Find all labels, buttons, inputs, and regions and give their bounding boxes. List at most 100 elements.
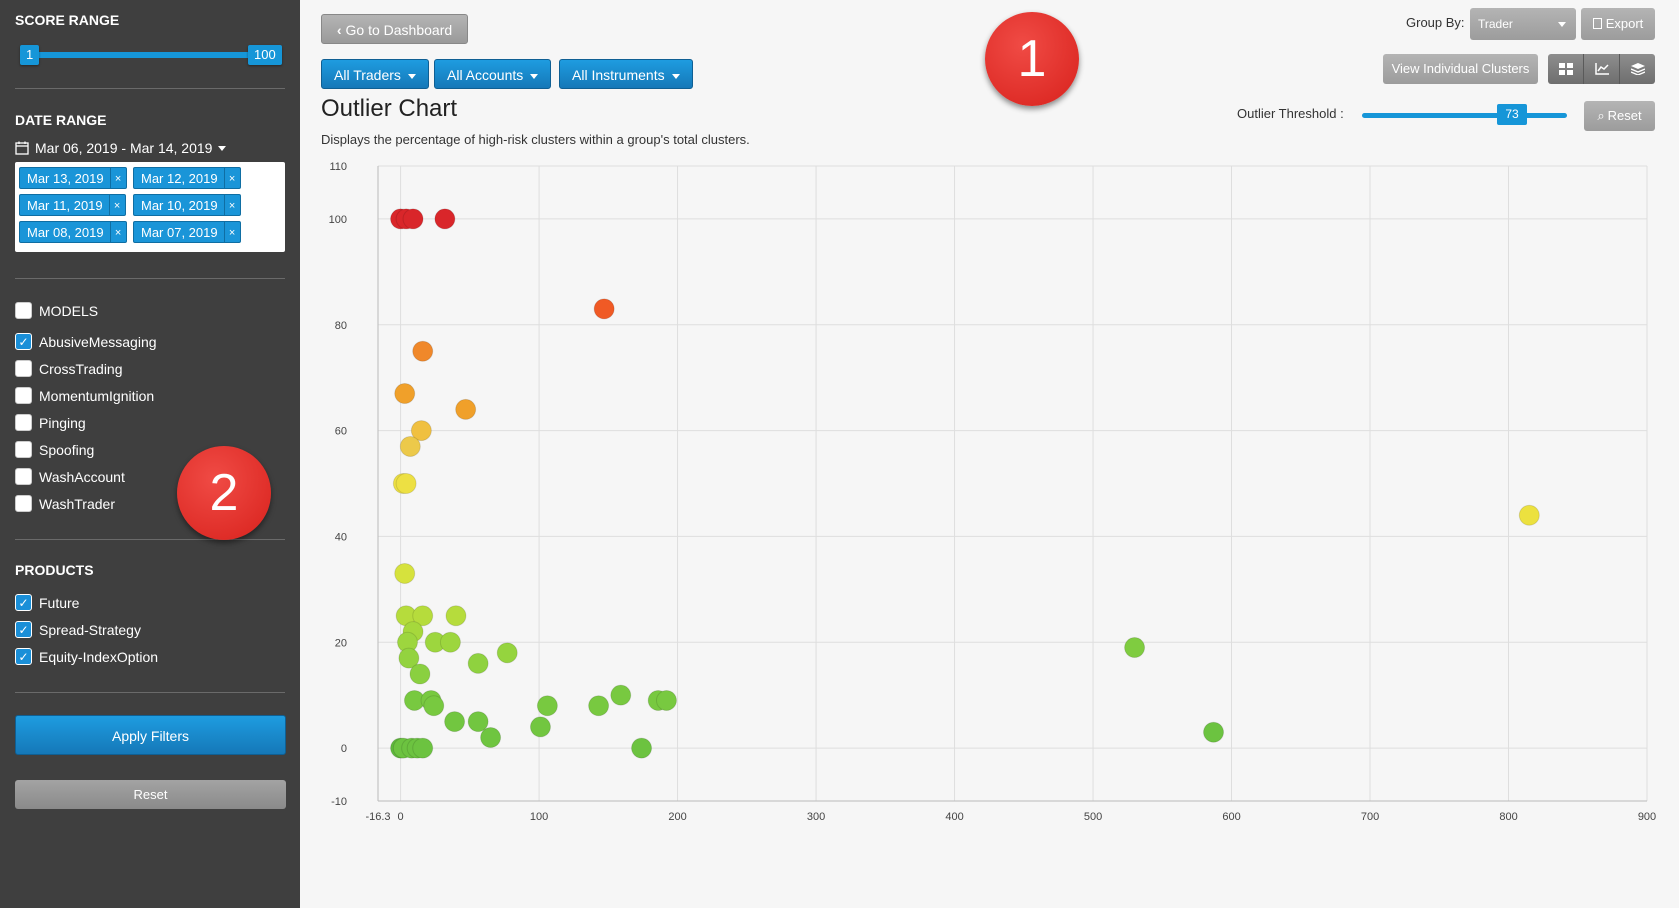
x-tick-label: 500 bbox=[1084, 811, 1102, 823]
view-individual-clusters-button[interactable]: View Individual Clusters bbox=[1383, 54, 1538, 84]
data-point[interactable] bbox=[1518, 504, 1540, 526]
data-point[interactable] bbox=[467, 711, 489, 733]
remove-date-icon[interactable]: × bbox=[223, 195, 240, 215]
checkbox-checked[interactable]: ✓ bbox=[15, 594, 32, 611]
data-point[interactable] bbox=[588, 695, 610, 717]
score-range-max-handle[interactable]: 100 bbox=[248, 45, 282, 65]
traders-dropdown[interactable]: All Traders bbox=[321, 59, 429, 89]
remove-date-icon[interactable]: × bbox=[223, 168, 240, 188]
caret-down-icon bbox=[671, 73, 680, 79]
instruments-dropdown[interactable]: All Instruments bbox=[559, 59, 693, 89]
date-range-picker[interactable]: Mar 06, 2019 - Mar 14, 2019 bbox=[15, 140, 227, 156]
data-point[interactable] bbox=[631, 737, 653, 759]
accounts-dropdown[interactable]: All Accounts bbox=[434, 59, 552, 89]
date-range-title: DATE RANGE bbox=[15, 112, 107, 128]
data-point[interactable] bbox=[655, 689, 677, 711]
chevron-down-icon bbox=[218, 145, 227, 151]
x-tick-label: 900 bbox=[1638, 811, 1656, 823]
checkbox[interactable] bbox=[15, 495, 32, 512]
checkbox[interactable] bbox=[15, 302, 32, 319]
data-point[interactable] bbox=[529, 716, 551, 738]
product-option[interactable]: ✓ Equity-IndexOption bbox=[15, 648, 158, 665]
chart-view-button[interactable] bbox=[1584, 54, 1620, 84]
score-range-min-handle[interactable]: 1 bbox=[20, 45, 40, 65]
model-option[interactable]: MomentumIgnition bbox=[15, 387, 154, 404]
data-point[interactable] bbox=[496, 642, 518, 664]
checkbox[interactable] bbox=[15, 387, 32, 404]
export-button[interactable]: Export bbox=[1581, 8, 1655, 40]
apply-filters-button[interactable]: Apply Filters bbox=[15, 715, 286, 755]
models-select-all[interactable]: MODELS bbox=[15, 302, 98, 319]
model-option[interactable]: Pinging bbox=[15, 414, 86, 431]
remove-date-icon[interactable]: × bbox=[109, 168, 126, 188]
y-tick-label: 0 bbox=[341, 743, 347, 755]
selected-dates-box[interactable]: Mar 13, 2019 × Mar 12, 2019 × Mar 11, 2019… bbox=[15, 162, 285, 252]
model-option[interactable]: CrossTrading bbox=[15, 360, 123, 377]
outlier-threshold-label: Outlier Threshold : bbox=[1237, 106, 1344, 121]
outlier-scatter-chart[interactable]: -16.3 0 100 200 300 400 500 600 700 800 900 -10 0 20 4… bbox=[300, 150, 1679, 850]
divider bbox=[15, 88, 285, 89]
file-icon bbox=[1592, 18, 1602, 29]
model-option[interactable]: Spoofing bbox=[15, 441, 94, 458]
data-point[interactable] bbox=[1124, 637, 1146, 659]
data-point[interactable] bbox=[398, 647, 420, 669]
data-point[interactable] bbox=[423, 695, 445, 717]
outlier-threshold-handle[interactable]: 73 bbox=[1497, 104, 1527, 125]
data-point[interactable] bbox=[1203, 721, 1225, 743]
data-point[interactable] bbox=[412, 737, 434, 759]
reset-filters-button[interactable]: Reset bbox=[15, 780, 286, 809]
data-point[interactable] bbox=[593, 298, 615, 320]
checkbox-checked[interactable]: ✓ bbox=[15, 333, 32, 350]
data-point[interactable] bbox=[467, 652, 489, 674]
score-range-slider[interactable] bbox=[22, 52, 278, 58]
model-option[interactable]: WashAccount bbox=[15, 468, 125, 485]
remove-date-icon[interactable]: × bbox=[223, 222, 240, 242]
data-point[interactable] bbox=[394, 562, 416, 584]
group-by-select[interactable]: Trader bbox=[1470, 8, 1576, 40]
data-point[interactable] bbox=[412, 340, 434, 362]
view-toggle-group bbox=[1548, 54, 1655, 84]
callout-badge-2: 2 bbox=[177, 446, 271, 540]
remove-date-icon[interactable]: × bbox=[109, 222, 126, 242]
model-option[interactable]: ✓ AbusiveMessaging bbox=[15, 333, 157, 350]
checkbox-checked[interactable]: ✓ bbox=[15, 621, 32, 638]
go-to-dashboard-button[interactable]: ‹ Go to Dashboard bbox=[321, 14, 468, 44]
data-point[interactable] bbox=[455, 398, 477, 420]
threshold-reset-button[interactable]: ⌕ Reset bbox=[1584, 101, 1655, 131]
divider bbox=[15, 278, 285, 279]
data-point[interactable] bbox=[444, 711, 466, 733]
data-point[interactable] bbox=[412, 605, 434, 627]
caret-down-icon bbox=[530, 73, 539, 79]
data-point[interactable] bbox=[402, 208, 424, 230]
date-tag: Mar 08, 2019 × bbox=[19, 221, 127, 243]
divider bbox=[15, 692, 285, 693]
checkbox[interactable] bbox=[15, 441, 32, 458]
grid-view-button[interactable] bbox=[1548, 54, 1584, 84]
checkbox[interactable] bbox=[15, 468, 32, 485]
checkbox[interactable] bbox=[15, 360, 32, 377]
x-tick-label: 600 bbox=[1222, 811, 1240, 823]
group-by-label: Group By: bbox=[1406, 15, 1465, 30]
product-option[interactable]: ✓ Future bbox=[15, 594, 79, 611]
x-tick-label: 800 bbox=[1499, 811, 1517, 823]
data-point[interactable] bbox=[536, 695, 558, 717]
product-option[interactable]: ✓ Spread-Strategy bbox=[15, 621, 141, 638]
date-tag: Mar 11, 2019 × bbox=[19, 194, 126, 216]
checkbox[interactable] bbox=[15, 414, 32, 431]
data-point[interactable] bbox=[394, 383, 416, 405]
model-option[interactable]: WashTrader bbox=[15, 495, 115, 512]
outlier-threshold-slider[interactable] bbox=[1362, 113, 1567, 118]
zoom-icon: ⌕ bbox=[1597, 108, 1605, 123]
data-point[interactable] bbox=[409, 663, 431, 685]
checkbox-checked[interactable]: ✓ bbox=[15, 648, 32, 665]
data-point[interactable] bbox=[399, 435, 421, 457]
data-point[interactable] bbox=[395, 473, 417, 494]
data-point[interactable] bbox=[439, 631, 461, 653]
layers-view-button[interactable] bbox=[1620, 54, 1655, 84]
data-point[interactable] bbox=[610, 684, 632, 706]
remove-date-icon[interactable]: × bbox=[108, 195, 125, 215]
data-point[interactable] bbox=[445, 605, 467, 627]
data-point[interactable] bbox=[410, 420, 432, 442]
data-point[interactable] bbox=[480, 727, 502, 748]
data-point[interactable] bbox=[434, 208, 456, 230]
